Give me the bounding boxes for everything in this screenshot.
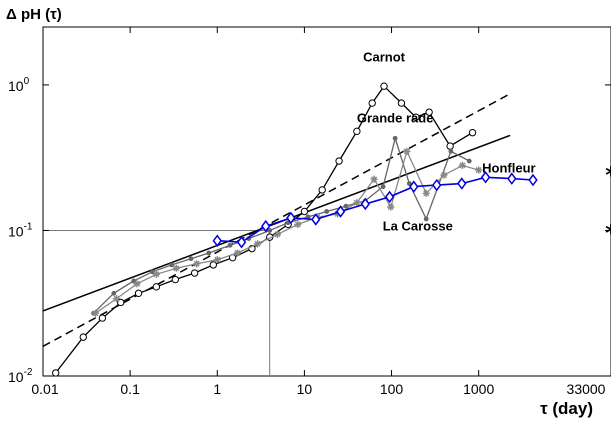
x-tick-label: 0.01 [31,381,58,397]
data-point-carnot [134,289,143,298]
data-point-la-carosse [294,220,302,228]
y-axis-title: Δ pH (τ) [6,6,62,23]
data-point-honfleur [286,211,296,225]
data-point-carnot [412,113,420,121]
x-tick-label: 10 [297,381,313,397]
ticks-layer: 0.01 0.1 1 10 100 1000 33000 10-2 10-1 100 [8,27,611,397]
data-point-honfleur [480,171,491,184]
data-point-la-carosse [213,256,221,264]
x-tick-label: 100 [380,381,404,397]
star-marker: * [605,164,611,189]
data-point-carnot [190,269,199,277]
data-point-grande-rade [392,135,398,141]
data-point-carnot [468,128,477,137]
data-point-carnot [171,275,180,284]
data-point-grande-rade [380,184,386,190]
data-point-carnot [209,261,217,269]
data-point-grande-rade [305,214,311,220]
data-point-carnot [318,186,326,194]
data-point-honfleur [432,178,442,192]
data-point-grande-rade [149,269,155,275]
y-tick-label: 10-2 [8,367,33,385]
data-point-grande-rade [466,158,472,164]
label-la-carosse: La Carosse [383,218,453,233]
y-tick-label: 10-1 [8,221,33,239]
data-point-carnot [79,333,87,341]
data-point-honfleur [335,205,346,218]
data-point-carnot [98,314,107,322]
data-point-carnot [380,82,388,90]
data-point-la-carosse [387,203,395,211]
label-grande-rade: Grande rade [357,111,434,126]
data-point-carnot [52,369,60,377]
data-point-carnot [425,108,433,116]
data-point-la-carosse [475,166,483,174]
data-point-la-carosse [113,295,121,303]
data-point-carnot [335,157,343,165]
data-point-grande-rade [448,148,454,154]
series-layer [52,82,538,377]
data-point-honfleur [457,177,467,190]
data-point-grande-rade [188,256,194,262]
data-point-la-carosse [233,249,241,257]
annotations-layer: Carnot Grande rade Honfleur La Carosse * * [357,49,611,246]
data-point-la-carosse [440,171,448,179]
data-point-honfleur [507,172,517,185]
star-marker: * [605,221,611,246]
data-point-grande-rade [324,209,330,214]
data-point-carnot [397,99,406,107]
data-point-la-carosse [193,260,201,268]
fit-dashed-line [42,93,511,347]
data-point-honfleur [311,213,321,226]
data-point-honfleur [384,190,395,204]
data-point-grande-rade [169,262,175,268]
data-point-honfleur [212,234,222,247]
data-point-grande-rade [267,228,273,233]
data-point-la-carosse [254,240,262,248]
data-point-grande-rade [343,203,349,209]
data-point-honfleur [261,219,271,233]
y-tick-label: 100 [8,76,30,94]
data-point-la-carosse [422,189,430,197]
x-tick-label: 33000 [567,381,606,397]
data-point-la-carosse [91,309,100,317]
data-point-grande-rade [206,250,212,256]
data-point-la-carosse [333,210,342,218]
data-point-carnot [353,127,361,136]
data-point-carnot [152,283,161,291]
data-point-la-carosse [403,147,411,155]
series-honfleur [212,171,538,249]
data-point-grande-rade [227,242,233,248]
data-point-la-carosse [370,175,378,183]
x-axis-title: τ (day) [540,399,593,418]
data-point-carnot [300,207,309,216]
data-point-la-carosse [353,199,361,207]
label-carnot: Carnot [363,49,406,64]
data-point-carnot [368,99,376,107]
data-point-la-carosse [133,280,141,288]
data-point-grande-rade [423,216,429,222]
data-point-carnot [446,142,454,150]
data-point-la-carosse [152,270,160,278]
plot-frame [42,26,611,377]
data-point-grande-rade [111,290,117,296]
x-tick-label: 0.1 [120,381,140,397]
data-point-la-carosse [458,161,466,169]
series-la-carosse [91,147,483,317]
data-point-honfleur [409,180,419,193]
label-honfleur: Honfleur [482,161,535,176]
x-tick-label: 1000 [463,381,494,397]
series-line-honfleur [217,176,534,244]
data-point-honfleur [528,173,538,187]
data-point-la-carosse [273,230,281,238]
data-point-honfleur [360,197,371,211]
data-point-la-carosse [172,264,180,272]
x-tick-label: 1 [213,381,221,397]
data-point-honfleur [236,235,247,249]
